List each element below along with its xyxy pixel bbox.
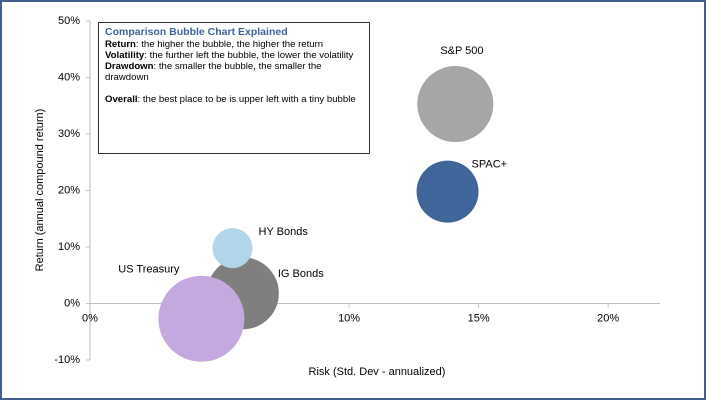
bubble-label: US Treasury (118, 264, 180, 276)
bubble (417, 66, 494, 143)
annotation-term: Drawdown (105, 61, 154, 72)
bubble (158, 275, 245, 362)
x-tick-label: 10% (338, 312, 360, 324)
x-tick-label: 0% (82, 312, 98, 324)
annotation-text: : the further left the bubble, the lower… (144, 50, 354, 61)
y-tick-label: 40% (58, 71, 80, 83)
y-tick-label: -10% (54, 354, 80, 366)
bubble-label: SPAC+ (472, 159, 508, 171)
annotation-title: Comparison Bubble Chart Explained (105, 26, 288, 38)
bubble-label: S&P 500 (440, 45, 483, 57)
y-tick-label: 50% (58, 15, 80, 27)
annotation-term: Volatility (105, 50, 145, 61)
x-tick-label: 20% (597, 312, 619, 324)
y-tick-label: 20% (58, 184, 80, 196)
annotation-text: : the best place to be is upper left wit… (137, 94, 356, 105)
annotation-term: Overall (105, 94, 138, 105)
annotation-item: Overall: the best place to be is upper l… (105, 94, 363, 105)
bubble (212, 228, 253, 269)
y-tick-label: 10% (58, 241, 80, 253)
annotation-box: Comparison Bubble Chart Explained Return… (98, 22, 370, 154)
bubble (416, 160, 479, 223)
annotation-item: Return: the higher the bubble, the highe… (105, 39, 363, 50)
bubble-label: HY Bonds (259, 226, 309, 238)
annotation-term: Return (105, 39, 136, 50)
y-tick-label: 30% (58, 128, 80, 140)
bubble-label: IG Bonds (278, 268, 324, 280)
annotation-item: Drawdown: the smaller the bubble, the sm… (105, 61, 363, 83)
annotation-text: : the higher the bubble, the higher the … (135, 39, 324, 50)
x-tick-label: 15% (468, 312, 490, 324)
x-axis-title: Risk (Std. Dev - annualized) (309, 366, 446, 378)
annotation-item: Volatility: the further left the bubble,… (105, 50, 363, 61)
y-tick-label: 0% (64, 297, 80, 309)
y-axis-title: Return (annual compound return) (34, 109, 46, 272)
annotation-text: : the smaller the bubble, the smaller th… (105, 61, 322, 83)
